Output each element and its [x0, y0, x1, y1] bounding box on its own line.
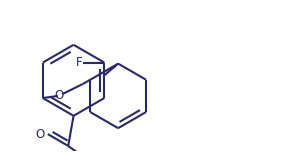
Text: O: O — [35, 128, 44, 141]
Text: F: F — [76, 56, 82, 69]
Text: O: O — [54, 89, 64, 102]
